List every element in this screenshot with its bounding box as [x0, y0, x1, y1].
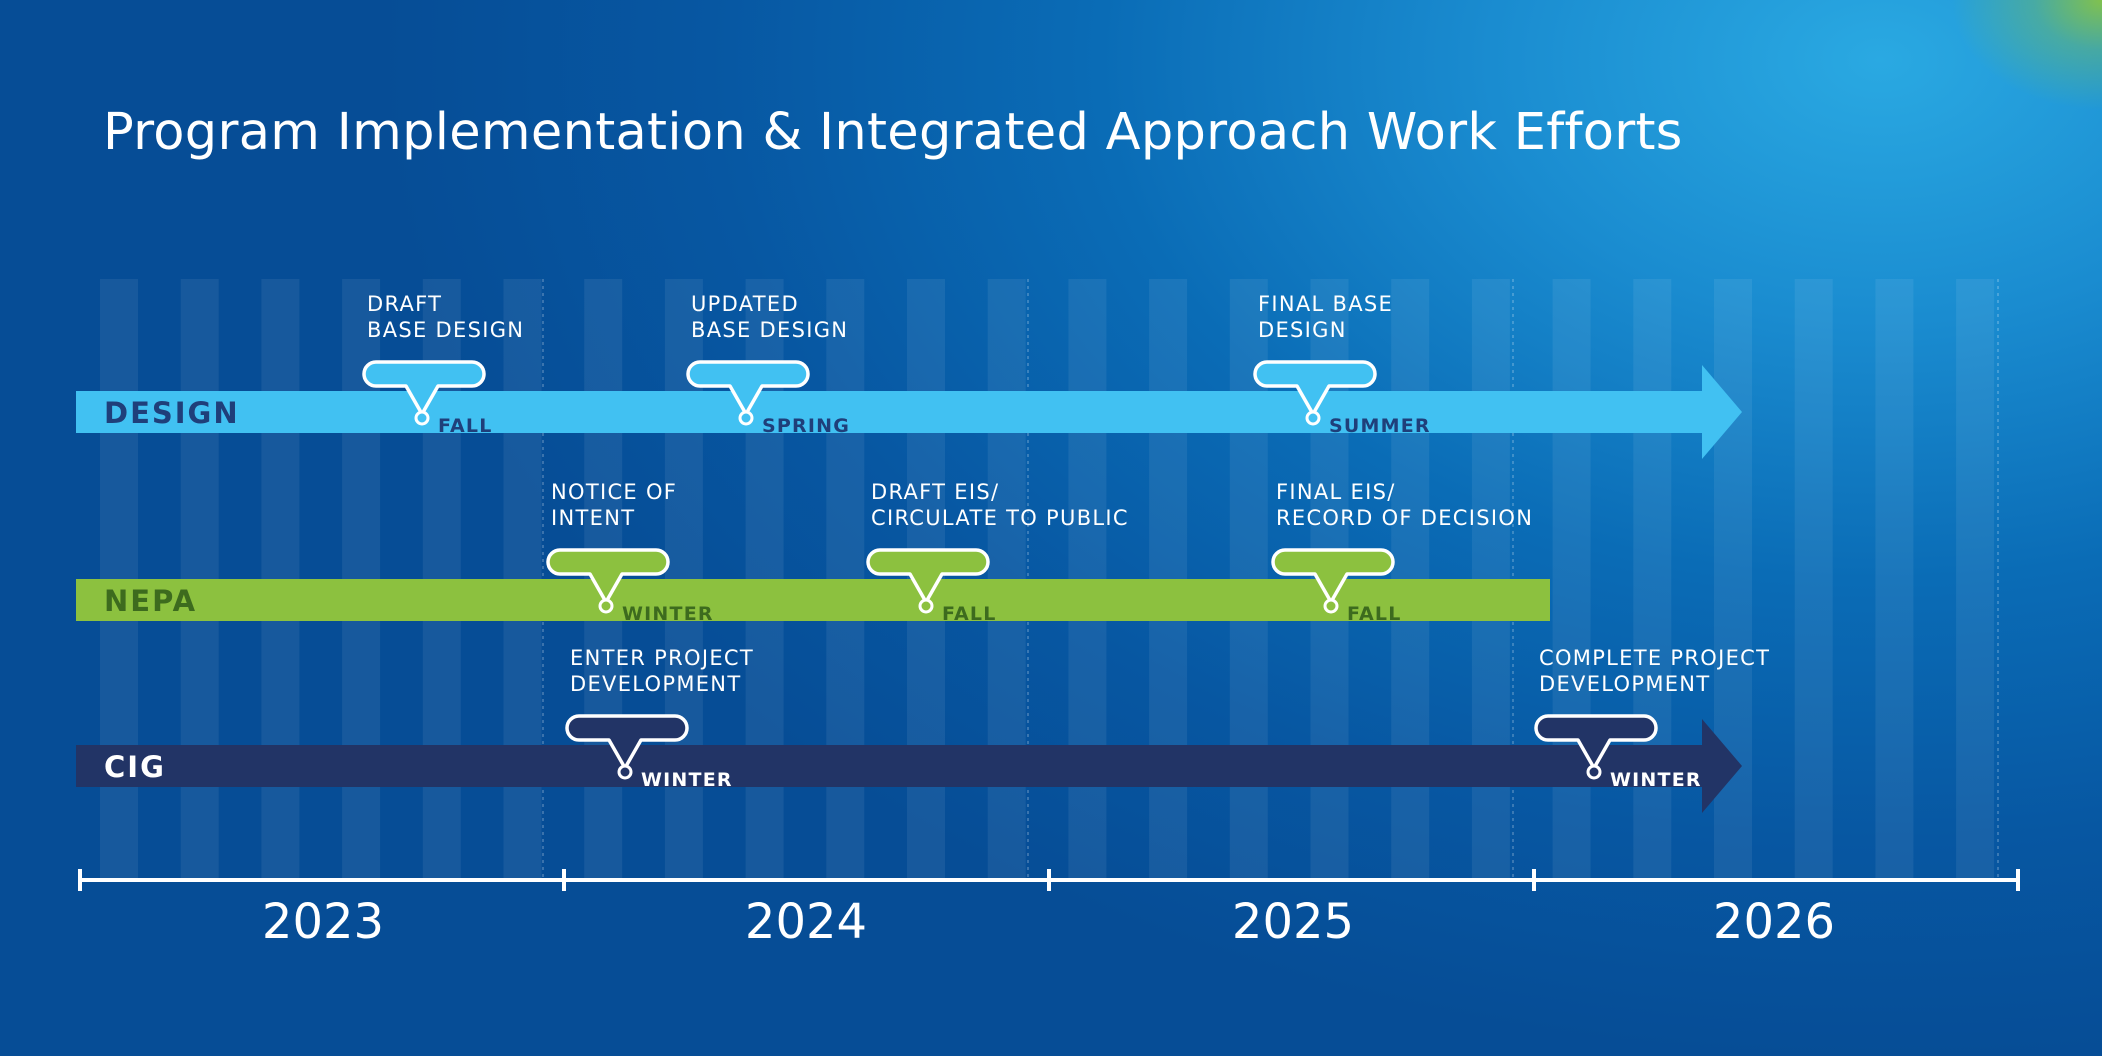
month-stripe [1956, 279, 1995, 879]
year-label: 2023 [262, 894, 384, 950]
callout-pill [565, 714, 689, 770]
milestone-label-line: CIRCULATE TO PUBLIC [871, 506, 1129, 530]
milestone-label-line: ENTER PROJECT [570, 646, 754, 670]
milestone-dot [738, 410, 754, 426]
callout-pill [686, 360, 810, 416]
page-title: Program Implementation & Integrated Appr… [103, 103, 1683, 162]
year-label: 2026 [1713, 894, 1835, 950]
milestone-label-line: DESIGN [1258, 318, 1347, 342]
milestone-season: WINTER [1610, 769, 1702, 791]
year-label: 2025 [1232, 894, 1354, 950]
milestone-season: WINTER [641, 769, 733, 791]
cig-arrow-bar [76, 719, 1742, 813]
milestone-label-line: DRAFT [367, 292, 442, 316]
milestone-label-line: DRAFT EIS/ [871, 480, 999, 504]
callout-pill [1534, 714, 1658, 770]
year-axis: 2023 2024 2025 2026 [78, 869, 2020, 950]
milestone-dot [414, 410, 430, 426]
milestone-dot [1586, 764, 1602, 780]
milestone-label-line: RECORD OF DECISION [1276, 506, 1533, 530]
milestone-season: FALL [1347, 603, 1402, 625]
milestone-label-line: DEVELOPMENT [1539, 672, 1710, 696]
month-stripe [1875, 279, 1914, 879]
milestone-label-line: FINAL BASE [1258, 292, 1393, 316]
design-arrow-bar [76, 365, 1742, 459]
callout-pill [866, 548, 990, 604]
nepa-milestone: FALL FINAL EIS/RECORD OF DECISION [1271, 480, 1533, 625]
callout-pill [1253, 360, 1377, 416]
year-label: 2024 [745, 894, 867, 950]
cig-track-label: CIG [104, 750, 166, 784]
corner-glow [1842, 0, 2102, 150]
milestone-dot [918, 598, 934, 614]
nepa-track-label: NEPA [104, 584, 197, 618]
callout-pill [362, 360, 486, 416]
milestone-dot [617, 764, 633, 780]
milestone-season: SUMMER [1329, 415, 1431, 437]
milestone-label-line: NOTICE OF [551, 480, 677, 504]
milestone-label-line: BASE DESIGN [691, 318, 848, 342]
callout-pill [546, 548, 670, 604]
callout-pill [1271, 548, 1395, 604]
month-stripe [1552, 279, 1591, 879]
milestone-dot [598, 598, 614, 614]
milestone-dot [1305, 410, 1321, 426]
milestone-label-line: UPDATED [691, 292, 799, 316]
month-stripe [1794, 279, 1833, 879]
milestone-season: SPRING [762, 415, 850, 437]
milestone-label-line: BASE DESIGN [367, 318, 524, 342]
milestone-label-line: COMPLETE PROJECT [1539, 646, 1770, 670]
milestone-dot [1323, 598, 1339, 614]
milestone-season: FALL [438, 415, 493, 437]
milestone-label-line: FINAL EIS/ [1276, 480, 1396, 504]
nepa-bar [76, 579, 1550, 621]
milestone-label-line: INTENT [551, 506, 635, 530]
milestone-label-line: DEVELOPMENT [570, 672, 741, 696]
design-track-label: DESIGN [104, 396, 240, 430]
milestone-season: FALL [942, 603, 997, 625]
milestone-season: WINTER [622, 603, 714, 625]
nepa-milestone: FALL DRAFT EIS/CIRCULATE TO PUBLIC [866, 480, 1129, 625]
